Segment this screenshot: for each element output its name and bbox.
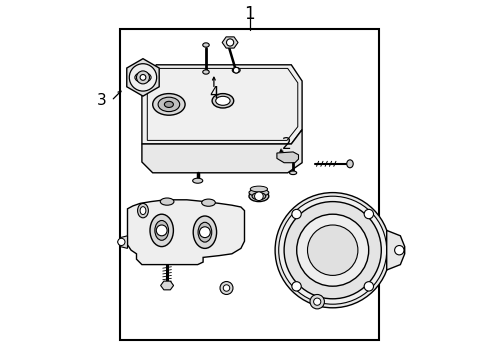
Ellipse shape [155, 220, 168, 240]
Polygon shape [222, 37, 238, 48]
Ellipse shape [137, 203, 148, 218]
Polygon shape [127, 200, 244, 265]
Circle shape [275, 193, 389, 308]
Ellipse shape [193, 216, 216, 248]
Ellipse shape [201, 199, 215, 206]
Circle shape [284, 202, 381, 299]
Circle shape [291, 282, 301, 291]
Ellipse shape [198, 222, 211, 242]
Ellipse shape [212, 94, 233, 108]
Ellipse shape [215, 96, 230, 105]
Ellipse shape [251, 193, 265, 200]
Circle shape [140, 75, 145, 80]
Circle shape [136, 71, 149, 84]
Circle shape [307, 225, 357, 275]
Ellipse shape [250, 186, 267, 192]
Circle shape [309, 294, 324, 309]
Text: 4: 4 [209, 86, 218, 101]
Circle shape [291, 210, 301, 219]
Circle shape [118, 238, 125, 246]
Ellipse shape [160, 198, 174, 205]
Circle shape [199, 227, 210, 238]
Polygon shape [386, 230, 404, 270]
Circle shape [394, 246, 403, 255]
Ellipse shape [346, 160, 352, 168]
Polygon shape [118, 236, 127, 248]
Ellipse shape [248, 189, 268, 196]
Text: 1: 1 [244, 5, 255, 23]
Circle shape [223, 285, 229, 291]
Ellipse shape [203, 70, 209, 74]
Polygon shape [276, 152, 298, 163]
Ellipse shape [248, 191, 268, 202]
Ellipse shape [150, 214, 173, 247]
Circle shape [156, 225, 167, 236]
Circle shape [313, 298, 320, 305]
Ellipse shape [232, 68, 240, 73]
Polygon shape [142, 130, 302, 173]
Ellipse shape [140, 207, 145, 215]
Ellipse shape [289, 171, 296, 175]
Text: 3: 3 [96, 93, 106, 108]
Circle shape [220, 282, 232, 294]
Circle shape [278, 196, 386, 304]
Circle shape [254, 192, 263, 201]
Polygon shape [126, 59, 159, 96]
Circle shape [233, 67, 239, 73]
Ellipse shape [152, 94, 185, 115]
Circle shape [129, 64, 156, 91]
Circle shape [364, 210, 373, 219]
Ellipse shape [164, 102, 173, 108]
Polygon shape [142, 65, 302, 144]
Text: 2: 2 [282, 136, 291, 152]
Circle shape [364, 282, 373, 291]
Circle shape [296, 214, 368, 286]
Bar [120, 29, 379, 340]
Circle shape [226, 39, 233, 46]
Ellipse shape [192, 178, 203, 183]
Polygon shape [160, 281, 173, 290]
Ellipse shape [203, 43, 209, 47]
Ellipse shape [158, 97, 179, 112]
